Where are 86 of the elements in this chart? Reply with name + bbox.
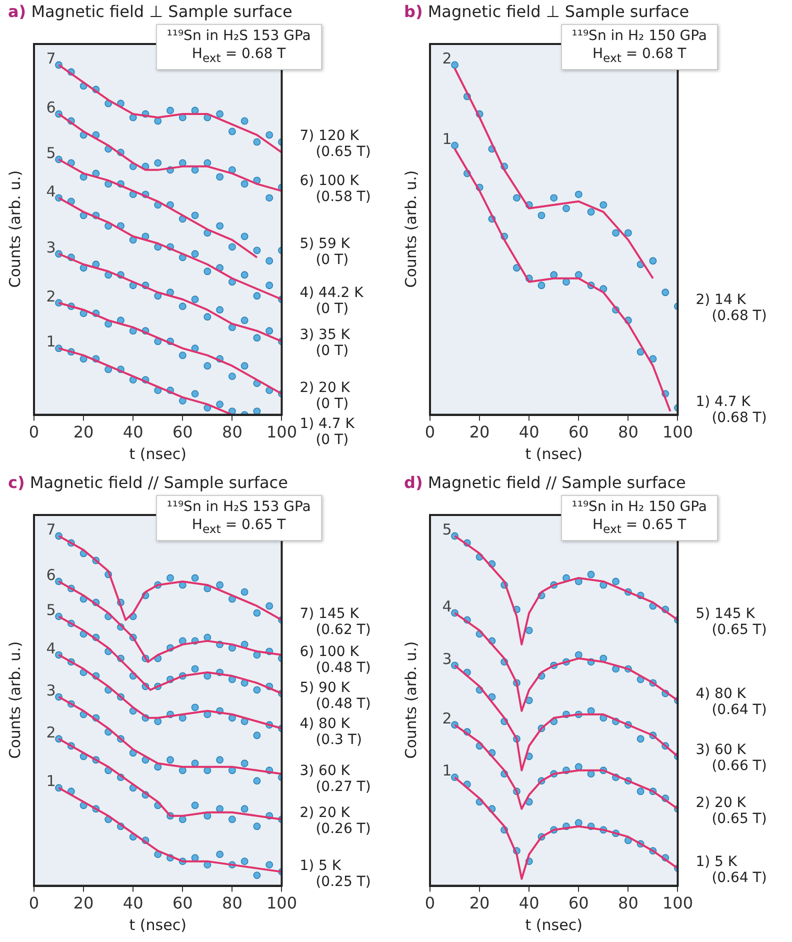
chart-title: a) Magnetic field ⊥ Sample surface <box>8 2 292 21</box>
annotation: 7 <box>46 520 56 538</box>
annotation: 5 <box>442 520 452 538</box>
x-tick-label: 20 <box>73 894 94 913</box>
x-tick-label: 60 <box>568 894 589 913</box>
x-tick-label: 100 <box>662 422 694 442</box>
annotation: 4 <box>46 182 56 200</box>
x-tick-label: 60 <box>172 894 193 913</box>
annotation: 6 <box>46 98 56 116</box>
x-tick-label: 0 <box>424 894 436 913</box>
series-label: 1) 4.7 K (0.68 T) <box>696 394 767 426</box>
text: H$_{ext}$ = 0.68 T <box>591 45 688 67</box>
text: 1) 4.7 K (0 T) <box>300 416 354 448</box>
annotation: 2 <box>46 287 56 306</box>
annotation: 3 <box>46 681 56 700</box>
annotation: 1 <box>46 772 56 790</box>
series-label: 4) 44.2 K (0 T) <box>300 285 364 318</box>
x-tick-label: 100 <box>266 422 298 442</box>
text: ¹¹⁹Sn in H₂S 153 GPa <box>166 498 311 516</box>
x-tick-label: 0 <box>28 422 40 442</box>
x-tick-label: 40 <box>518 894 540 913</box>
x-tick-label: 80 <box>618 422 638 442</box>
x-tick-label: 40 <box>518 422 540 442</box>
annotation: 3 <box>46 238 56 256</box>
series-label: 5) 90 K (0.48 T) <box>300 680 371 712</box>
annotation: 5 <box>46 144 56 162</box>
x-tick-label: 100 <box>662 894 694 913</box>
annotation: 7 <box>46 49 56 68</box>
text: H$_{ext}$ = 0.65 T <box>190 516 287 538</box>
text: ¹¹⁹Sn in H₂S 153 GPa <box>166 27 311 45</box>
text: H$_{ext}$ = 0.65 T <box>591 516 688 538</box>
x-tick-label: 20 <box>73 422 94 442</box>
series-label: 3) 60 K (0.27 T) <box>300 763 371 796</box>
x-tick-label: 40 <box>122 422 144 442</box>
annotation: 4 <box>46 639 56 658</box>
chart-title: d) Magnetic field // Sample surface <box>404 473 686 492</box>
series-label: 2) 20 K (0.65 T) <box>696 794 767 827</box>
x-tick-label: 80 <box>222 894 242 913</box>
series-label: 1) 5 K (0.64 T) <box>696 854 767 886</box>
series-label: 2) 20 K (0 T) <box>300 380 350 412</box>
annotation: 1 <box>442 130 452 148</box>
series-label: 3) 35 K (0 T) <box>300 327 350 360</box>
x-tick-label: 20 <box>469 894 490 913</box>
series-label: 5) 59 K (0 T) <box>300 236 350 268</box>
annotation: 5 <box>46 600 56 619</box>
text: H$_{ext}$ = 0.68 T <box>190 45 287 67</box>
x-tick-label: 40 <box>122 894 144 913</box>
annotation: 2 <box>442 49 452 68</box>
series-label: 6) 100 K (0.48 T) <box>300 644 371 676</box>
x-tick-label: 0 <box>424 422 436 442</box>
annotation: 3 <box>442 650 452 668</box>
annotation: 2 <box>46 723 56 742</box>
chart-title: b) Magnetic field ⊥ Sample surface <box>404 2 690 21</box>
x-axis-title: t (nsec) <box>525 916 582 934</box>
chart-title: c) Magnetic field // Sample surface <box>8 473 288 492</box>
x-tick-label: 0 <box>28 894 40 913</box>
x-tick-label: 100 <box>266 894 298 913</box>
annotation: 1 <box>46 332 56 351</box>
y-axis-title: Counts (arb. u.) <box>6 642 24 760</box>
annotation: 6 <box>46 566 56 584</box>
series-label: 2) 14 K (0.68 T) <box>696 292 767 324</box>
annotation: 4 <box>442 597 452 616</box>
x-axis-title: t (nsec) <box>525 444 582 463</box>
y-axis-title: Counts (arb. u.) <box>402 642 420 760</box>
series-label: 3) 60 K (0.66 T) <box>696 742 767 774</box>
text: ¹¹⁹Sn in H₂ 150 GPa <box>572 498 707 516</box>
series-label: 4) 80 K (0.3 T) <box>300 716 362 748</box>
x-tick-label: 80 <box>618 894 638 913</box>
series-label: 7) 120 K (0.65 T) <box>300 128 371 160</box>
series-label: 5) 145 K (0.65 T) <box>696 606 767 638</box>
x-axis-title: t (nsec) <box>129 916 186 934</box>
x-tick-label: 80 <box>222 422 242 442</box>
x-tick-label: 60 <box>172 422 193 442</box>
series-label: 1) 5 K (0.25 T) <box>300 858 371 890</box>
y-axis-title: Counts (arb. u.) <box>402 170 420 288</box>
series-label: 4) 80 K (0.64 T) <box>696 686 767 718</box>
y-axis-title: Counts (arb. u.) <box>6 170 24 288</box>
text: ¹¹⁹Sn in H₂ 150 GPa <box>572 27 707 45</box>
series-label: 7) 145 K (0.62 T) <box>300 606 371 638</box>
x-tick-label: 20 <box>469 422 490 442</box>
series-label: 6) 100 K (0.58 T) <box>300 173 371 206</box>
x-tick-label: 60 <box>568 422 589 442</box>
x-axis-title: t (nsec) <box>129 444 186 463</box>
annotation: 2 <box>442 709 452 728</box>
series-label: 2) 20 K (0.26 T) <box>300 805 371 838</box>
annotation: 1 <box>442 762 452 780</box>
